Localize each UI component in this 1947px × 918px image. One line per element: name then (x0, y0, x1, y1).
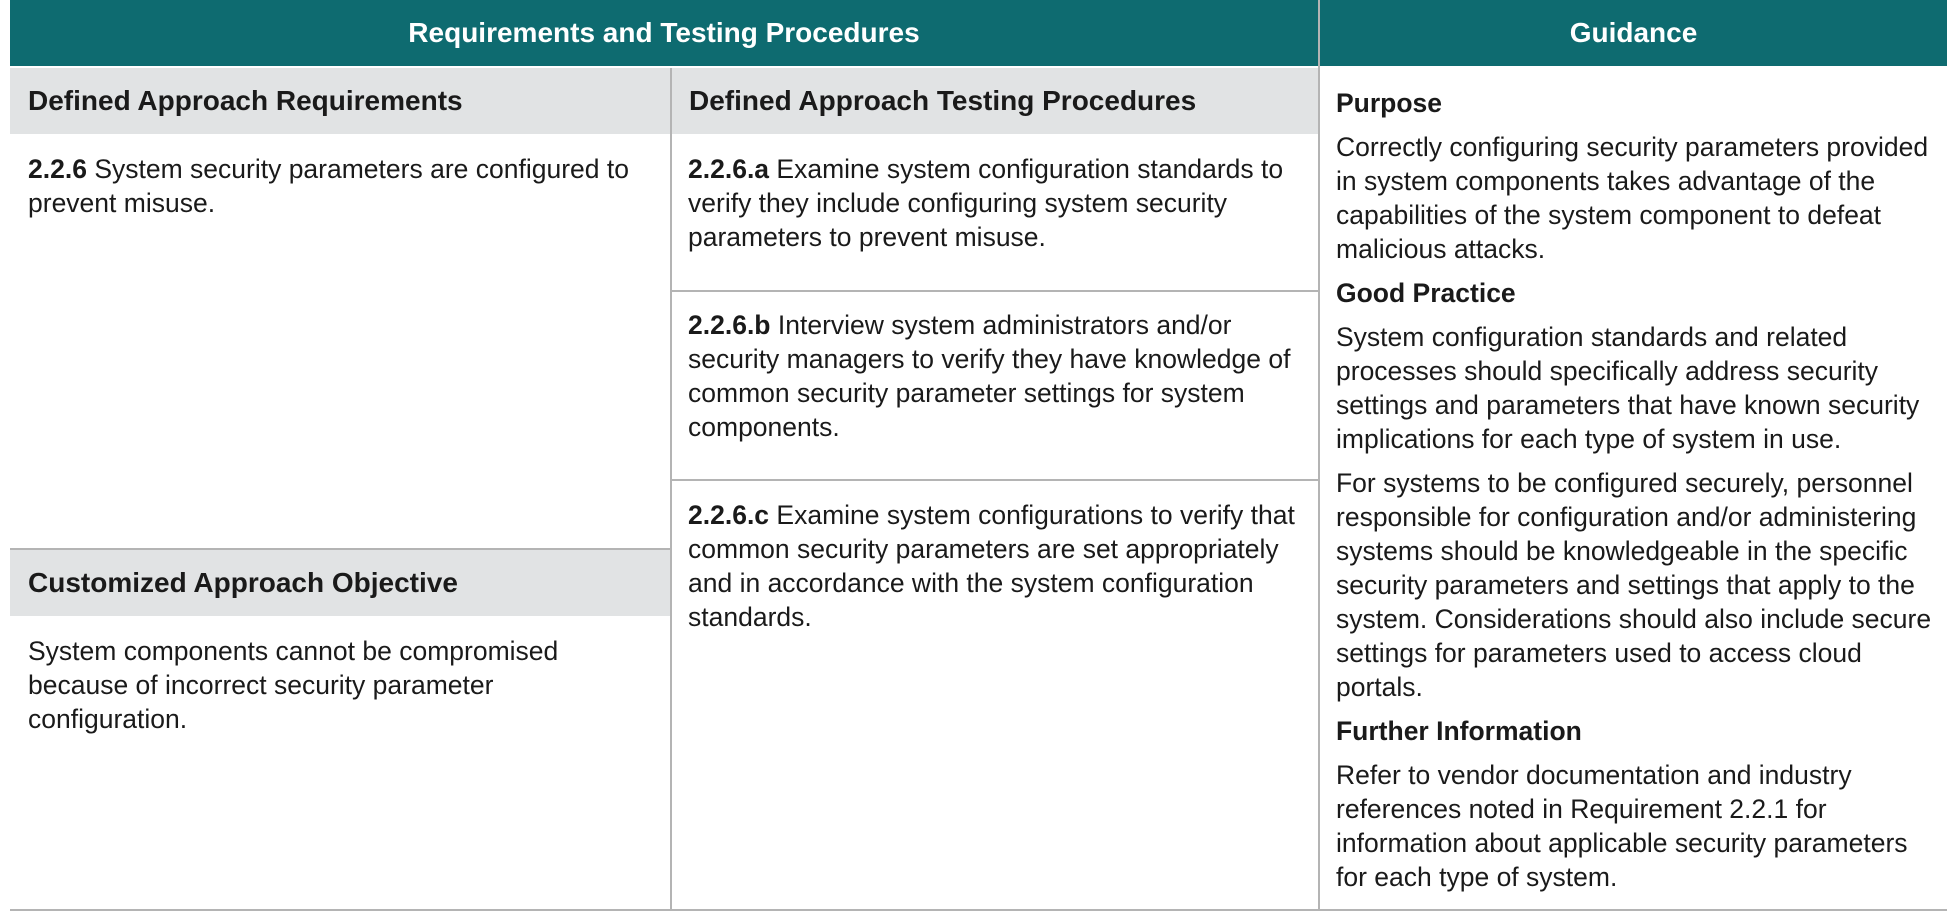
testing-procedure-c-id: 2.2.6.c (688, 500, 770, 530)
purpose-heading: Purpose (1336, 88, 1443, 118)
testing-procedure-a-text: Examine system configuration standards t… (688, 154, 1284, 252)
requirement-description: System security parameters are configure… (28, 154, 629, 218)
requirements-header: Requirements and Testing Procedures (10, 0, 1318, 66)
defined-requirements-heading: Defined Approach Requirements (10, 68, 670, 134)
requirements-header-title: Requirements and Testing Procedures (408, 17, 920, 48)
testing-procedure-c-text: Examine system configurations to verify … (688, 500, 1295, 632)
purpose-text: Correctly configuring security parameter… (1336, 132, 1929, 264)
good-practice-heading: Good Practice (1336, 278, 1516, 308)
defined-requirements-heading-label: Defined Approach Requirements (28, 85, 463, 116)
further-info-text: Refer to vendor documentation and indust… (1336, 760, 1908, 892)
customized-objective-text: System components cannot be compromised … (28, 636, 559, 734)
column-divider-left (670, 68, 672, 910)
guidance-header-title: Guidance (1569, 17, 1698, 48)
requirement-id: 2.2.6 (28, 154, 87, 184)
guidance-content: Purpose Correctly configuring security p… (1336, 86, 1936, 904)
customized-objective-heading-label: Customized Approach Objective (28, 567, 458, 598)
row-divider-a (671, 290, 1318, 292)
testing-procedure-c: 2.2.6.c Examine system configurations to… (688, 498, 1310, 634)
good-practice-text-2: For systems to be configured securely, p… (1336, 468, 1932, 702)
testing-procedure-b: 2.2.6.b Interview system administrators … (688, 308, 1310, 444)
testing-procedure-a-id: 2.2.6.a (688, 154, 770, 184)
defined-testing-heading: Defined Approach Testing Procedures (671, 68, 1318, 134)
row-divider-b (671, 479, 1318, 481)
column-divider-right (1318, 0, 1320, 910)
good-practice-text-1: System configuration standards and relat… (1336, 322, 1920, 454)
table-bottom-rule (10, 909, 1947, 911)
row-divider-customized (10, 548, 670, 550)
testing-procedure-a: 2.2.6.a Examine system configuration sta… (688, 152, 1310, 254)
testing-procedure-b-id: 2.2.6.b (688, 310, 771, 340)
customized-objective-heading: Customized Approach Objective (10, 550, 670, 616)
defined-testing-heading-label: Defined Approach Testing Procedures (689, 85, 1197, 116)
requirement-text: 2.2.6 System security parameters are con… (28, 152, 658, 220)
testing-procedure-b-text: Interview system administrators and/or s… (688, 310, 1291, 442)
guidance-header: Guidance (1320, 0, 1947, 66)
further-info-heading: Further Information (1336, 716, 1582, 746)
